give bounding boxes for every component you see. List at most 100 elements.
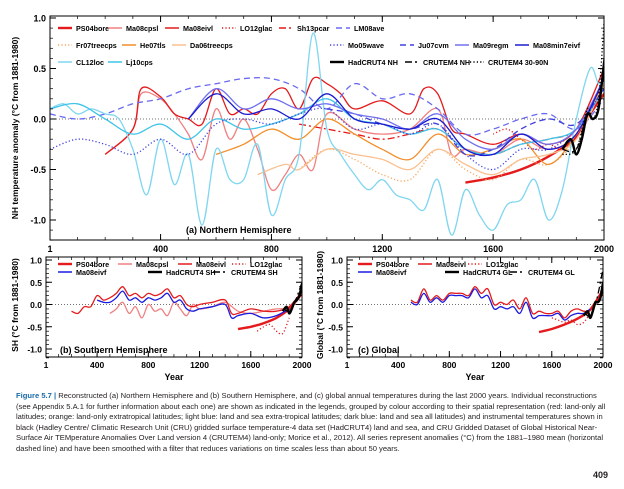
series-line-mo05wave xyxy=(50,88,604,171)
y-tick-label: 0.5 xyxy=(30,278,42,288)
y-tick-label: 1.0 xyxy=(30,256,42,266)
legend-item: Fr07treecps xyxy=(58,41,117,50)
legend-item: Sh13pcar xyxy=(279,24,330,33)
x-tick-label: 400 xyxy=(391,360,405,370)
series-line-ma08eivf xyxy=(410,288,591,321)
legend-item: Ju07cvm xyxy=(400,41,449,50)
legend-label: HadCRUT4 GL xyxy=(463,268,513,277)
legend-item: Ma08eivf xyxy=(58,268,107,277)
legend-item: LO12glac xyxy=(222,24,272,33)
legend-label: Ma09regm xyxy=(473,41,509,50)
x-tick-label: 1 xyxy=(44,360,49,370)
series-line-crutem4-30-90n xyxy=(562,23,604,156)
x-tick-label: 1200 xyxy=(190,360,209,370)
series-group xyxy=(50,23,604,236)
x-tick-label: 400 xyxy=(153,244,168,254)
y-axis-label: Global (°C from 1881-1980) xyxy=(315,251,325,359)
series-line-crutem4-sh xyxy=(283,282,302,313)
legend-item: He07tls xyxy=(122,41,166,50)
legend-item: LO12glac xyxy=(232,260,282,269)
legend-label: Ma08cpsl xyxy=(136,260,168,269)
y-tick-label: -1.0 xyxy=(27,345,42,355)
series-group xyxy=(46,282,302,335)
legend-label: HadCRUT4 NH xyxy=(348,58,398,67)
series-line-da06treecps xyxy=(257,83,604,176)
y-tick-label: -0.5 xyxy=(328,322,343,332)
panel-c: 1.0 0.5 0.0 -0.5 -1.01 400 800 1200 1600 2000 Year… xyxy=(315,251,613,382)
legend-label: PS04bore xyxy=(376,260,409,269)
x-tick-label: 1 xyxy=(345,360,350,370)
x-tick-label: 1600 xyxy=(542,360,561,370)
legend-label: CRUTEM4 SH xyxy=(231,268,278,277)
legend-item: Ma08eivl xyxy=(165,24,213,33)
legend-label: LO12glac xyxy=(240,24,272,33)
y-tick-label: -0.5 xyxy=(27,322,42,332)
legend-item: PS04bore xyxy=(358,260,409,269)
legend-item: PS04bore xyxy=(58,260,109,269)
panel-a: 1.0 0.5 0.0 -0.5 -1.0 1 400 800 1200 1600 2000 NH t… xyxy=(10,14,614,255)
legend-item: CRUTEM4 30-90N xyxy=(470,58,548,67)
legend-label: CL12loc xyxy=(76,58,104,67)
series-group xyxy=(347,268,603,334)
x-tick-label: 1200 xyxy=(372,244,392,254)
panel-title: (a) Northern Hemisphere xyxy=(186,225,292,235)
y-tick-label: -1.0 xyxy=(328,345,343,355)
legend-label: Sh13pcar xyxy=(297,24,330,33)
legend-label: CRUTEM4 NH xyxy=(423,58,470,67)
legend-item: Mo05wave xyxy=(330,41,384,50)
x-tick-label: 1200 xyxy=(491,360,510,370)
series-line-crutem4-nh xyxy=(562,58,604,153)
caption-text: Reconstructed (a) Northern Hemisphere an… xyxy=(16,391,606,453)
legend-item: Ma08eivl xyxy=(178,260,226,269)
legend-item: Ma09regm xyxy=(455,41,509,50)
legend: PS04bore Ma08cpsl Ma08eivl LO12glac Ma08eivf… xyxy=(58,260,282,277)
legend-item: CRUTEM4 GL xyxy=(510,268,575,277)
legend-label: He07tls xyxy=(140,41,166,50)
legend-item: Ma08cpsl xyxy=(108,24,158,33)
legend-label: Ma08eivl xyxy=(436,260,466,269)
legend-label: Ma08eivf xyxy=(376,268,407,277)
series-line-lo12glac xyxy=(256,317,290,335)
x-tick-label: 2000 xyxy=(594,360,613,370)
series-line-lo12glac xyxy=(551,313,591,326)
x-tick-label: 2000 xyxy=(594,244,614,254)
x-tick-label: 800 xyxy=(141,360,155,370)
series-line-crutem4-gl xyxy=(584,268,603,317)
panel-title: (c) Global xyxy=(358,345,400,355)
x-tick-label: 1600 xyxy=(483,244,503,254)
legend-item: LM08ave xyxy=(336,24,384,33)
legend-item: HadCRUT4 NH xyxy=(330,58,398,67)
legend-item: Da06treecps xyxy=(172,41,233,50)
legend-item: Ma08eivf xyxy=(358,268,407,277)
panel-title: (b) Southern Hemisphere xyxy=(60,345,168,355)
y-tick-label: 1.0 xyxy=(331,256,343,266)
legend-label: Ma08eivl xyxy=(196,260,226,269)
y-tick-label: -0.5 xyxy=(30,165,46,175)
legend-item: HadCRUT4 GL xyxy=(445,268,513,277)
x-tick-label: 400 xyxy=(90,360,104,370)
legend: PS04bore Ma08eivl LO12glac Ma08eivf HadCRUT4… xyxy=(358,260,575,277)
legend-label: LO12glac xyxy=(486,260,518,269)
y-tick-label: 0.0 xyxy=(33,115,46,125)
series-line-fr07treecps xyxy=(298,83,604,182)
legend-label: Da06treecps xyxy=(190,41,233,50)
panel-b: 1.0 0.5 0.0 -0.5 -1.01 400 800 1200 1600 2000 Year… xyxy=(10,256,312,383)
legend: PS04bore Ma08cpsl Ma08eivl LO12glac Sh13pcar… xyxy=(58,24,581,67)
legend-label: LO12glac xyxy=(250,260,282,269)
y-tick-label: -1.0 xyxy=(30,216,46,226)
x-axis-label: Year xyxy=(465,372,485,382)
legend-item: HadCRUT4 SH xyxy=(148,268,216,277)
legend-label: Lj10cps xyxy=(126,58,153,67)
x-axis-label: Year xyxy=(164,372,184,382)
legend-item: LO12glac xyxy=(468,260,518,269)
series-line-ma08eivl xyxy=(104,68,604,155)
legend-label: Mo05wave xyxy=(348,41,384,50)
legend-label: CRUTEM4 30-90N xyxy=(488,58,548,67)
x-tick-label: 1600 xyxy=(241,360,260,370)
legend-label: HadCRUT4 SH xyxy=(166,268,216,277)
series-line-he07tls xyxy=(215,83,604,166)
series-line-lj10cps xyxy=(50,88,604,156)
legend-label: Ma08cpsl xyxy=(126,24,158,33)
legend-label: Ju07cvm xyxy=(418,41,449,50)
